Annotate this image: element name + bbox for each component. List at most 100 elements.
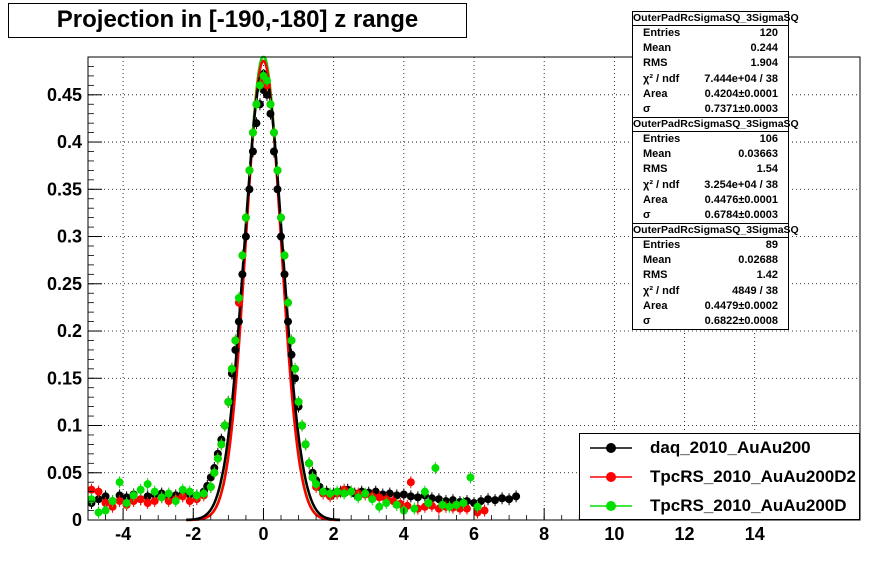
legend-entry-daq: daq_2010_AuAu200	[580, 434, 859, 462]
stats-row: χ² / ndf 7.444e+04 / 38	[633, 72, 788, 87]
data-point	[241, 232, 250, 241]
data-point	[87, 495, 96, 504]
data-point	[171, 497, 180, 506]
data-point	[255, 81, 264, 90]
stats-value: 1.42	[756, 269, 778, 282]
data-point	[245, 185, 254, 194]
stats-value: 0.02688	[738, 254, 778, 267]
legend-marker-red	[590, 472, 632, 482]
stats-value: 0.4476±0.0001	[704, 193, 778, 206]
stats-box-tpcrs-d2: OuterPadRcSigmaSQ_3SigmaSQ Entries 106 Me…	[632, 117, 799, 225]
y-tick-label: 0.3	[57, 227, 82, 247]
data-point	[294, 397, 303, 406]
data-point	[248, 128, 257, 137]
y-tick-label: 0.05	[47, 463, 82, 483]
data-point	[273, 166, 282, 175]
data-point	[248, 147, 257, 156]
data-point	[484, 495, 493, 504]
stats-row: Entries 106	[633, 132, 788, 147]
data-point	[284, 317, 293, 326]
data-point	[262, 90, 271, 99]
stats-row: σ 0.6784±0.0003	[633, 208, 788, 223]
data-point	[452, 500, 461, 509]
data-point	[498, 494, 507, 503]
data-point	[424, 498, 433, 507]
data-point	[280, 270, 289, 279]
data-point	[199, 489, 208, 498]
x-tick-label: 2	[329, 524, 339, 544]
data-point	[241, 213, 250, 222]
stats-key: RMS	[643, 163, 668, 176]
data-point	[319, 487, 328, 496]
data-point	[438, 500, 447, 509]
stats-key: Area	[643, 299, 668, 312]
stats-key: χ² / ndf	[643, 72, 680, 85]
data-point	[143, 492, 152, 501]
data-point	[431, 464, 440, 473]
data-point	[340, 489, 349, 498]
stats-header: OuterPadRcSigmaSQ_3SigmaSQ	[633, 224, 799, 238]
data-point	[213, 454, 222, 463]
x-tick-label: 14	[745, 524, 765, 544]
chart-title: Projection in [-190,-180] z range	[56, 6, 419, 33]
data-point	[164, 497, 173, 506]
stats-key: Mean	[643, 42, 672, 55]
stats-value: 4849 / 38	[732, 284, 778, 297]
fit-curve	[186, 69, 340, 522]
data-point	[284, 298, 293, 307]
stats-row: Mean 0.02688	[633, 253, 788, 268]
stats-row: σ 0.7371±0.0003	[633, 102, 788, 117]
stats-value: 0.4204±0.0001	[704, 87, 778, 100]
data-point	[150, 487, 159, 496]
x-tick-label: -4	[115, 524, 131, 544]
stats-row: Mean 0.244	[633, 41, 788, 56]
stats-key: Mean	[643, 148, 672, 161]
stats-key: Entries	[643, 27, 681, 39]
data-point	[143, 480, 152, 489]
stats-row: Area 0.4476±0.0001	[633, 193, 788, 208]
legend-marker-black	[590, 443, 632, 453]
data-point	[192, 491, 201, 500]
stats-value: 89	[765, 239, 778, 251]
y-tick-label: 0.4	[57, 132, 82, 152]
data-point	[277, 213, 285, 222]
fit-curves	[186, 55, 341, 522]
data-point	[206, 482, 215, 491]
x-tick-label: 10	[604, 524, 624, 544]
data-point	[101, 506, 110, 515]
data-point	[392, 500, 401, 509]
data-point	[108, 497, 117, 506]
data-point	[164, 489, 173, 498]
stats-row: Entries 120	[633, 26, 788, 41]
y-tick-label: 0.45	[47, 85, 82, 105]
data-point	[266, 109, 275, 118]
data-point	[273, 185, 282, 194]
stats-value: 0.6784±0.0003	[704, 208, 778, 221]
stats-key: σ	[643, 208, 651, 221]
data-point	[308, 473, 317, 482]
data-point	[227, 364, 236, 373]
legend-label: TpcRS_2010_AuAu200D	[650, 496, 847, 515]
stats-row: χ² / ndf 3.254e+04 / 38	[633, 178, 788, 193]
data-point	[480, 506, 489, 515]
data-point	[129, 491, 138, 500]
stats-box-daq: OuterPadRcSigmaSQ_3SigmaSQ Entries 120 Me…	[632, 11, 799, 119]
stats-row: Area 0.4479±0.0002	[633, 299, 788, 314]
x-tick-label: 0	[258, 524, 268, 544]
data-point	[157, 493, 166, 502]
stats-key: σ	[643, 102, 651, 115]
data-point	[375, 502, 384, 511]
stats-row: σ 0.6822±0.0008	[633, 314, 788, 329]
stats-key: Mean	[643, 254, 672, 267]
y-tick-label: 0	[72, 510, 82, 530]
stats-key: σ	[643, 314, 651, 327]
data-point	[178, 485, 187, 494]
data-point	[291, 364, 300, 373]
data-point	[277, 232, 285, 241]
data-point	[375, 493, 384, 502]
stats-key: Entries	[643, 239, 681, 251]
data-point	[312, 480, 321, 489]
data-point	[269, 128, 278, 137]
stats-value: 0.4479±0.0002	[704, 299, 778, 312]
